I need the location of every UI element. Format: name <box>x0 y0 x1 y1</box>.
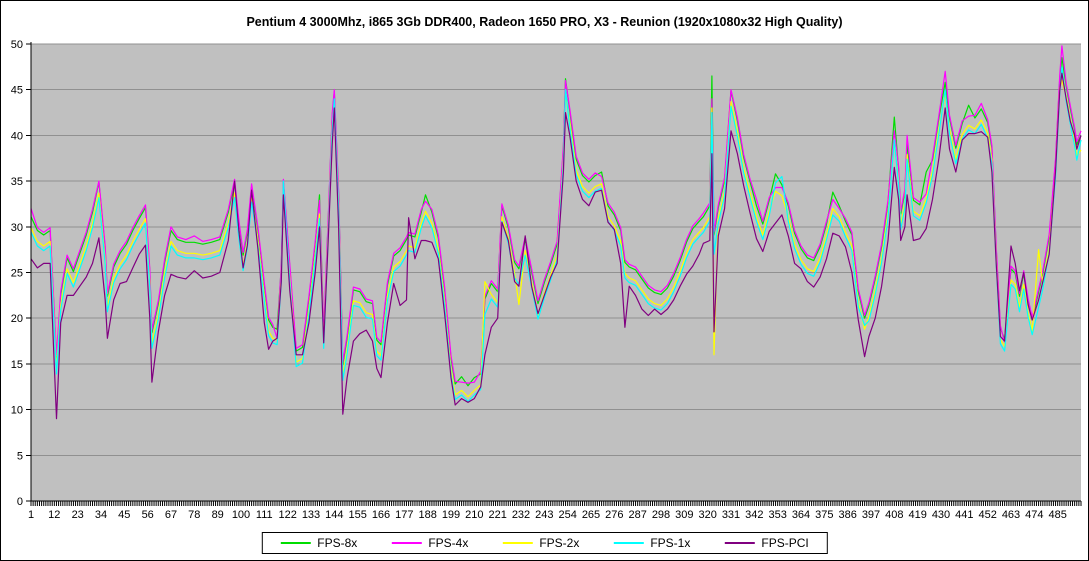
x-tick-label: 353 <box>769 509 787 521</box>
x-tick-label: 386 <box>839 509 857 521</box>
x-tick-label: 331 <box>722 509 740 521</box>
series-FPS-PCI <box>30 72 1082 420</box>
x-tick-label: 232 <box>512 509 530 521</box>
x-tick-label: 67 <box>165 509 177 521</box>
x-tick-label: 34 <box>95 509 107 521</box>
x-tick-label: 199 <box>442 509 460 521</box>
x-tick-label: 243 <box>535 509 553 521</box>
x-tick-label: 78 <box>188 509 200 521</box>
legend-label: FPS-PCI <box>761 536 809 550</box>
x-tick-label: 177 <box>395 509 413 521</box>
legend-line-icon <box>280 542 311 544</box>
legend-item-FPS-PCI: FPS-PCI <box>724 536 809 550</box>
x-tick-label: 1 <box>28 509 34 521</box>
legend-item-FPS-8x: FPS-8x <box>280 536 357 550</box>
legend-item-FPS-1x: FPS-1x <box>613 536 690 550</box>
y-tick-label: 45 <box>11 85 23 97</box>
x-tick-label: 309 <box>675 509 693 521</box>
y-tick-label: 50 <box>11 39 23 51</box>
x-tick-label: 474 <box>1025 509 1043 521</box>
x-tick-label: 56 <box>142 509 154 521</box>
y-tick-label: 5 <box>17 450 23 462</box>
x-tick-label: 133 <box>302 509 320 521</box>
x-tick-label: 188 <box>419 509 437 521</box>
legend-label: FPS-4x <box>428 536 469 550</box>
x-tick-label: 397 <box>862 509 880 521</box>
x-tick-label: 12 <box>48 509 60 521</box>
x-tick-label: 23 <box>72 509 84 521</box>
y-tick-label: 35 <box>11 176 23 188</box>
x-tick-label: 210 <box>465 509 483 521</box>
y-tick-label: 20 <box>11 313 23 325</box>
x-tick-label: 89 <box>212 509 224 521</box>
legend-line-icon <box>724 542 755 544</box>
y-tick-label: 0 <box>17 496 23 508</box>
x-tick-label: 430 <box>932 509 950 521</box>
x-tick-label: 375 <box>815 509 833 521</box>
legend-label: FPS-2x <box>539 536 580 550</box>
x-tick-label: 452 <box>979 509 997 521</box>
legend-item-FPS-2x: FPS-2x <box>502 536 579 550</box>
x-tick-label: 364 <box>792 509 810 521</box>
chart-title: Pentium 4 3000Mhz, i865 3Gb DDR400, Rade… <box>246 15 843 29</box>
y-tick-label: 25 <box>11 268 23 280</box>
x-tick-label: 320 <box>699 509 717 521</box>
x-tick-label: 155 <box>349 509 367 521</box>
legend-line-icon <box>502 542 533 544</box>
y-tick-label: 10 <box>11 405 23 417</box>
x-tick-label: 221 <box>489 509 507 521</box>
x-tick-label: 463 <box>1002 509 1020 521</box>
x-tick-label: 485 <box>1049 509 1067 521</box>
legend-label: FPS-8x <box>317 536 358 550</box>
x-tick-label: 342 <box>745 509 763 521</box>
x-tick-label: 441 <box>955 509 973 521</box>
x-tick-label: 419 <box>909 509 927 521</box>
legend-line-icon <box>613 542 644 544</box>
x-tick-label: 122 <box>279 509 297 521</box>
x-minor-ticks <box>30 501 1082 506</box>
legend-line-icon <box>391 542 422 544</box>
y-tick-label: 30 <box>11 222 23 234</box>
x-tick-label: 144 <box>325 509 343 521</box>
x-tick-label: 45 <box>118 509 130 521</box>
y-tick-label: 15 <box>11 359 23 371</box>
x-tick-label: 276 <box>605 509 623 521</box>
x-tick-label: 111 <box>256 509 273 521</box>
chart-legend: FPS-8x FPS-4x FPS-2x FPS-1x FPS-PCI <box>261 532 828 554</box>
x-tick-label: 287 <box>629 509 647 521</box>
x-tick-label: 298 <box>652 509 670 521</box>
x-tick-label: 254 <box>559 509 577 521</box>
x-tick-label: 265 <box>582 509 600 521</box>
y-tick-label: 40 <box>11 130 23 142</box>
legend-label: FPS-1x <box>650 536 691 550</box>
x-tick-label: 100 <box>232 509 250 521</box>
x-tick-label: 166 <box>372 509 390 521</box>
x-tick-label: 408 <box>885 509 903 521</box>
legend-item-FPS-4x: FPS-4x <box>391 536 468 550</box>
